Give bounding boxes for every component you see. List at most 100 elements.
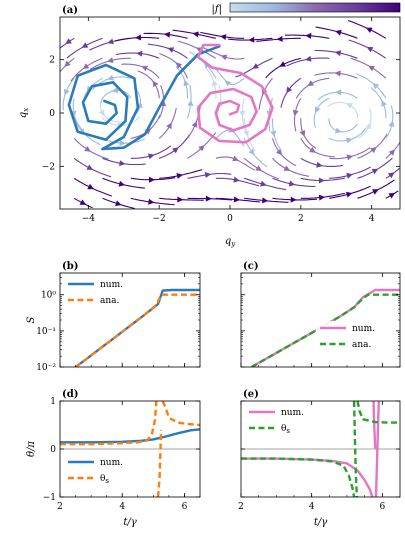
streamline-arrow (211, 79, 218, 87)
x-tick-label: 6 (379, 502, 385, 512)
streamline-arrow (381, 100, 387, 107)
series-line-dashed (241, 457, 356, 497)
streamline-arrow (134, 34, 142, 41)
streamline-arrow (167, 47, 175, 53)
legend-entry: ana. (100, 296, 120, 306)
streamline-arrow (305, 32, 312, 39)
colorbar-label: |f| (212, 4, 222, 15)
y-tick-label: −2 (42, 162, 55, 172)
streamline-arrow (388, 120, 395, 127)
streamline-arrow (335, 29, 342, 36)
streamline-arrow (191, 121, 198, 128)
panel-label: (d) (62, 389, 78, 400)
streamline-arrow (252, 63, 259, 69)
panel-a: −4 −2 0 2 4 −2 0 2 (a) qy qx (18, 5, 401, 248)
streamline (329, 185, 371, 199)
panel-c: (c) num. ana. (240, 261, 401, 368)
streamline-arrow (365, 122, 371, 130)
streamline-arrow (205, 195, 212, 202)
panel-a-ylabel: qx (18, 108, 30, 118)
streamline-arrow (152, 80, 159, 88)
streamline-arrow (147, 153, 155, 160)
streamline-arrow (119, 160, 126, 167)
streamline-arrow (119, 140, 126, 146)
legend-entry: θs (281, 424, 290, 435)
x-tick-label: 4 (369, 214, 375, 224)
streamline-arrow (314, 106, 321, 114)
legend: num. θs (245, 405, 317, 441)
x-tick-label: 4 (309, 502, 315, 512)
streamline-arrow (115, 200, 122, 207)
legend-entry: θs (100, 474, 109, 485)
trajectory-pink (196, 43, 274, 144)
streamline-arrow (111, 87, 119, 94)
legend-entry: num. (352, 324, 375, 334)
streamline-arrow (84, 146, 91, 152)
colorbar-bar (229, 2, 401, 13)
streamline-arrow (148, 198, 155, 205)
y-tick-label: 10⁰ (41, 291, 56, 301)
streamline-arrow (136, 50, 143, 57)
y-tick-label: 2 (49, 56, 55, 66)
streamline-arrow (177, 196, 184, 203)
streamline-arrow (307, 80, 314, 86)
plot-area (251, 288, 400, 367)
streamline (328, 118, 358, 133)
y-tick-label: 0 (49, 109, 55, 119)
streamline-arrow (270, 130, 277, 137)
streamline-arrow (305, 55, 312, 62)
x-axis-label: t/γ (314, 517, 327, 528)
streamline (89, 37, 131, 51)
streamline-arrow (107, 57, 114, 63)
streamline-arrow (283, 165, 291, 171)
streamline-arrow (309, 146, 316, 153)
streamline (314, 49, 358, 59)
streamline-arrow (371, 168, 379, 175)
series-line-num (374, 401, 380, 497)
streamline-arrow (368, 65, 375, 72)
x-tick-label: 2 (298, 214, 304, 224)
streamline-arrow (107, 74, 114, 81)
streamline-arrow (334, 70, 341, 77)
trajectory-blue (101, 45, 221, 151)
streamline-arrow (63, 88, 70, 96)
streamline-arrow (255, 165, 262, 171)
streamline-arrow (141, 65, 148, 72)
panel-a-label: (a) (62, 5, 78, 16)
streamline (350, 57, 387, 79)
streamline-arrow (118, 180, 126, 187)
streamline-arrow (172, 147, 179, 154)
streamlines (59, 19, 401, 210)
streamline (215, 129, 245, 147)
x-tick-label: 6 (182, 502, 188, 512)
streamline-arrow (224, 80, 232, 87)
streamline (159, 134, 190, 159)
legend: num. θs (64, 455, 136, 491)
streamline (348, 39, 387, 59)
y-axis-label: S (26, 316, 37, 323)
streamline-arrow (232, 155, 239, 162)
series-line-dashed (161, 401, 200, 427)
streamline-arrow (370, 147, 377, 154)
streamline (300, 157, 343, 167)
panel-label: (b) (62, 261, 78, 272)
plot-area (241, 401, 400, 497)
streamline (357, 133, 388, 159)
streamline-arrow (163, 31, 171, 38)
streamline-arrow (166, 122, 172, 130)
streamline-arrow (372, 189, 379, 195)
streamline (272, 157, 310, 177)
streamline-arrow (276, 35, 283, 42)
streamline-arrow (388, 192, 396, 199)
streamline (265, 57, 301, 79)
streamline-arrow (220, 34, 227, 40)
streamline-arrow (365, 27, 373, 33)
streamline (347, 19, 387, 39)
streamline-arrow (366, 47, 374, 53)
streamline (313, 97, 330, 129)
streamline (357, 107, 372, 139)
series-line-dashed (74, 293, 200, 367)
x-tick-label: 2 (238, 502, 244, 512)
